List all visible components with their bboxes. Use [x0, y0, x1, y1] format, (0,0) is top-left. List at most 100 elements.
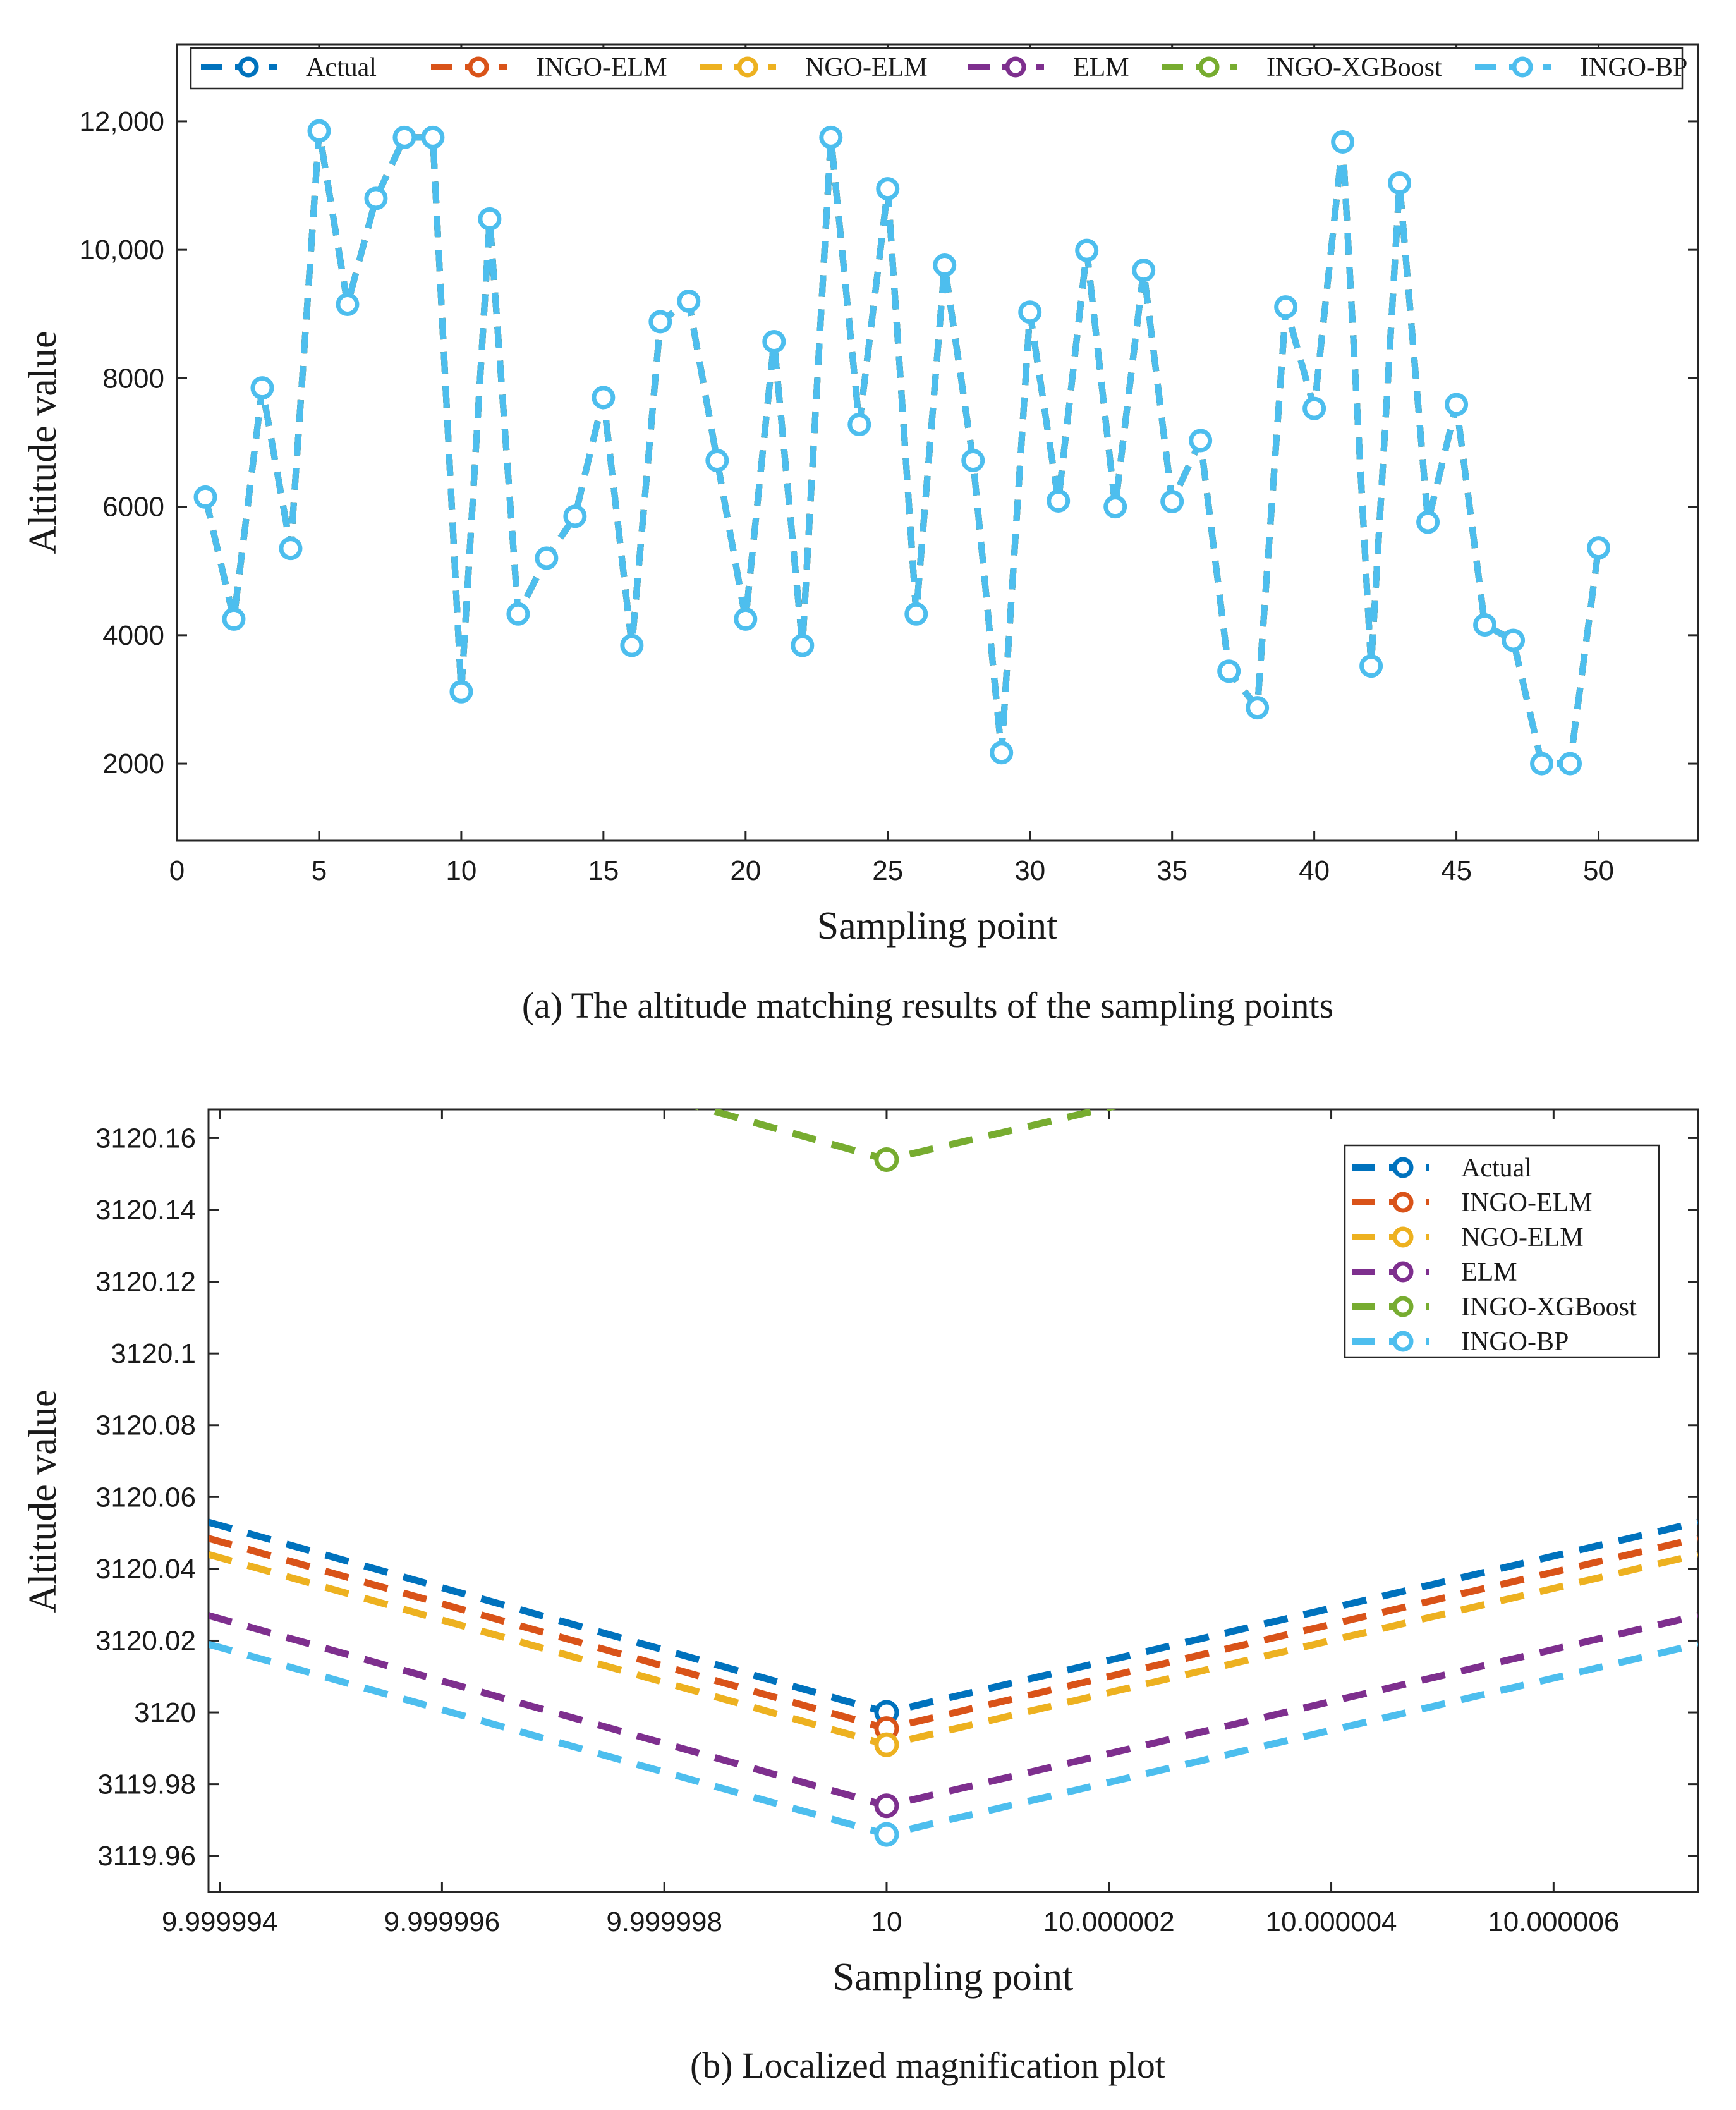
x-tick-label-a: 15: [588, 855, 619, 886]
data-point: [535, 546, 559, 570]
legend-marker-ngo-elm: [1392, 1226, 1414, 1248]
plot-area-b: [207, 1108, 1699, 1893]
data-point-ngo-elm: [874, 1732, 899, 1757]
data-point: [620, 633, 644, 657]
data-point: [1530, 752, 1554, 776]
legend-label-ingo-elm: INGO-ELM: [1461, 1188, 1593, 1217]
y-axis-title-a: Altitude value: [21, 331, 64, 554]
legend-marker-ingo-bp: [1512, 56, 1533, 78]
plot-area-a: [176, 43, 1699, 842]
panel-b: 9.999994 9.999996 9.999998 10 10.000002 10.00…: [21, 1108, 1699, 2086]
data-point: [791, 633, 815, 657]
data-point-ingo-bp: [874, 1822, 899, 1847]
data-point: [1018, 300, 1042, 324]
data-point: [1302, 396, 1326, 420]
data-point: [1246, 696, 1270, 720]
x-tick-label-a: 10: [446, 855, 476, 886]
x-tick-label-a: 25: [872, 855, 903, 886]
legend-marker-ingo-xgboost: [1392, 1296, 1414, 1317]
x-tick-label-b: 10.000004: [1266, 1906, 1397, 1937]
legend-label-ingo-bp: INGO-BP: [1580, 53, 1687, 82]
y-tick-label-b: 3120.06: [95, 1482, 196, 1513]
data-point: [1388, 171, 1412, 195]
b-markers: [874, 1147, 899, 1847]
data-point: [933, 253, 957, 277]
panel-a: 0 5 10 15 20 25 30 35 40 45 50 2000 4000 6000 8000 10,0…: [21, 43, 1699, 1026]
data-point: [1075, 238, 1099, 262]
legend-marker-actual: [1392, 1157, 1414, 1178]
data-point: [847, 413, 871, 437]
data-point: [904, 602, 928, 626]
legend-box-b: [1344, 1144, 1660, 1358]
y-axis-title-b: Altitude value: [21, 1390, 64, 1613]
legend-label-ngo-elm: NGO-ELM: [805, 53, 928, 82]
data-point: [307, 119, 331, 143]
y-tick-label-a: 10,000: [79, 235, 164, 265]
y-tick-label-b: 3120.12: [95, 1267, 196, 1298]
data-point: [1473, 613, 1497, 637]
legend-a: Actual INGO-ELM NGO-ELM ELM INGO-XGBoost INGO…: [190, 47, 1687, 90]
data-point: [1274, 295, 1298, 319]
legend-marker-elm: [1005, 56, 1026, 78]
data-point: [734, 607, 758, 631]
data-point: [876, 177, 900, 201]
x-tick-label-a: 5: [312, 855, 327, 886]
legend-marker-ingo-xgboost: [1198, 56, 1220, 78]
data-point: [648, 310, 672, 334]
y-tick-label-b: 3120.1: [111, 1338, 196, 1369]
a-series-lines: [202, 128, 1602, 767]
y-tick-label-b: 3120.16: [95, 1123, 196, 1154]
x-tick-label-a: 40: [1299, 855, 1330, 886]
data-point-ingo-xgboost: [874, 1147, 899, 1173]
legend-label-elm: ELM: [1073, 53, 1129, 82]
legend-marker-elm: [1392, 1261, 1414, 1283]
data-point: [1359, 654, 1383, 678]
y-tick-label-b: 3120.02: [95, 1625, 196, 1656]
data-point: [250, 376, 274, 400]
b-ticks: 9.999994 9.999996 9.999998 10 10.000002 10.00…: [95, 1109, 1698, 1937]
data-point: [1331, 130, 1355, 154]
legend-marker-ngo-elm: [737, 56, 758, 78]
data-point: [449, 680, 473, 704]
data-point: [961, 448, 985, 472]
x-axis-title-a: Sampling point: [817, 905, 1058, 948]
data-point: [1416, 510, 1440, 534]
y-tick-label-a: 8000: [102, 363, 164, 394]
y-tick-label-a: 4000: [102, 620, 164, 651]
data-point: [1160, 489, 1184, 513]
data-point: [563, 504, 587, 528]
legend-label-ingo-bp: INGO-BP: [1461, 1327, 1569, 1357]
data-point-elm: [874, 1793, 899, 1819]
data-point: [336, 293, 360, 317]
data-point: [506, 602, 530, 626]
data-point: [1189, 429, 1213, 453]
x-tick-label-a: 20: [730, 855, 761, 886]
a-markers: [193, 119, 1611, 776]
caption-b: (b) Localized magnification plot: [690, 2045, 1165, 2086]
data-point: [990, 741, 1014, 765]
legend-marker-actual: [238, 56, 259, 78]
x-tick-label-a: 45: [1441, 855, 1472, 886]
legend-marker-ingo-elm: [468, 56, 489, 78]
data-point: [762, 329, 786, 353]
data-point: [392, 125, 416, 149]
x-tick-label-b: 10: [871, 1906, 902, 1937]
data-point: [1445, 393, 1469, 417]
legend-marker-ingo-elm: [1392, 1192, 1414, 1213]
x-tick-label-b: 10.000006: [1488, 1906, 1619, 1937]
data-point: [1587, 536, 1611, 560]
legend-b: Actual INGO-ELM NGO-ELM ELM INGO-XGBoost INGO…: [1344, 1144, 1660, 1358]
legend-label-ingo-xgboost: INGO-XGBoost: [1266, 53, 1442, 82]
y-tick-label-a: 12,000: [79, 106, 164, 137]
data-point: [1132, 259, 1156, 283]
data-point: [677, 289, 701, 313]
legend-label-ingo-elm: INGO-ELM: [536, 53, 667, 82]
legend-label-elm: ELM: [1461, 1258, 1517, 1287]
y-tick-label-b: 3120.04: [95, 1554, 196, 1585]
data-point: [1217, 659, 1241, 683]
data-point: [1558, 752, 1582, 776]
x-tick-label-a: 0: [169, 855, 185, 886]
data-point: [705, 448, 729, 472]
x-tick-label-a: 30: [1014, 855, 1045, 886]
